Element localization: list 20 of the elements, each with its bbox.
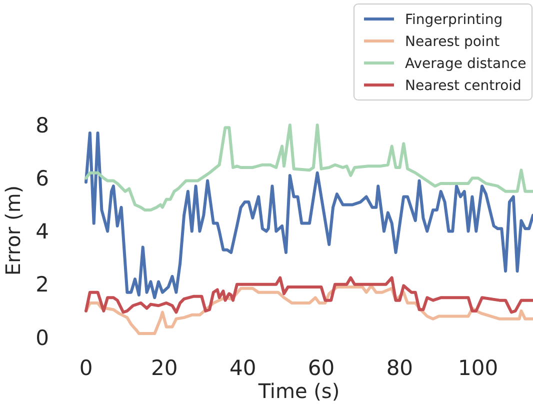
legend-label: Nearest point [405,34,500,50]
x-tick-label: 100 [458,356,498,380]
y-tick-label: 8 [36,113,49,138]
line-series [84,276,533,314]
y-tick-label: 2 [36,272,49,297]
legend-label: Nearest centroid [405,78,522,94]
x-tick-label: 40 [229,356,256,380]
legend-label: Fingerprinting [405,12,503,28]
x-tick-label: 20 [151,356,178,380]
legend-label: Average distance [405,56,526,72]
y-tick-label: 6 [36,166,49,190]
x-tick-label: 0 [79,356,93,380]
line-series [84,131,533,300]
y-tick-label: 4 [36,220,49,244]
x-tick-label: 60 [308,356,335,380]
y-axis-title: Error (m) [1,185,25,276]
x-axis-title: Time (s) [257,379,340,403]
line-series [84,124,533,212]
x-tick-label: 80 [386,356,414,380]
y-tick-label: 0 [36,326,49,350]
